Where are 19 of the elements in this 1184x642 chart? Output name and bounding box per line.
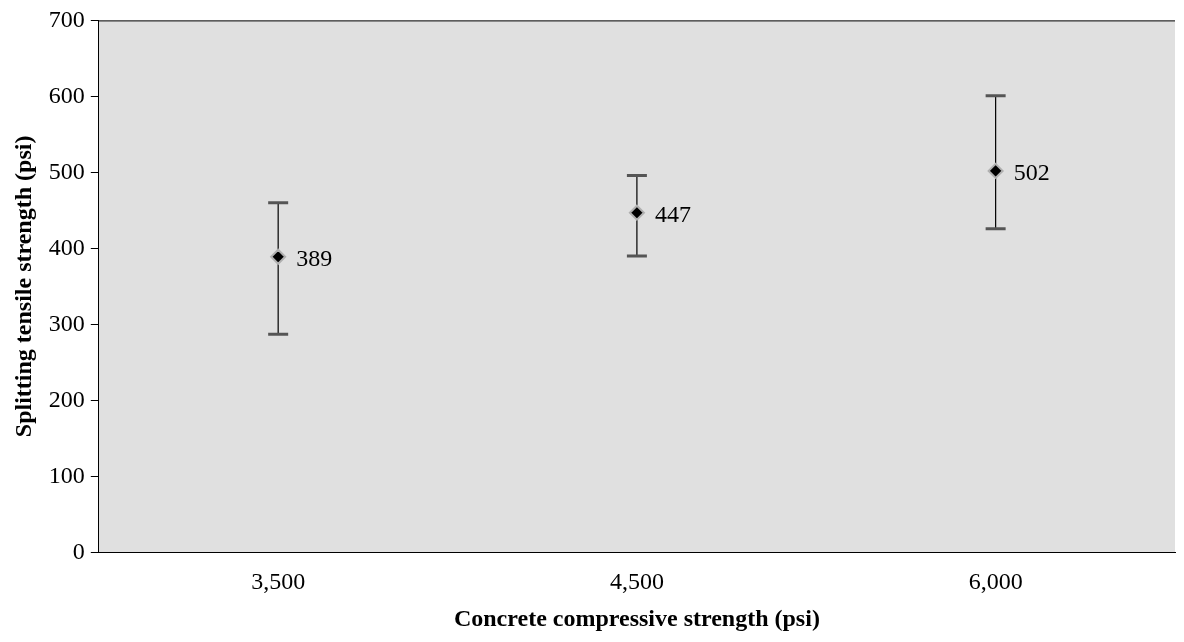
y-tick-label: 200 [48, 385, 85, 412]
x-tick-label: 6,000 [968, 568, 1023, 595]
data-label: 502 [1013, 159, 1050, 186]
data-label: 447 [654, 200, 691, 227]
y-tick-label: 600 [48, 81, 85, 108]
point [270, 248, 287, 265]
y-tick-label: 700 [48, 5, 85, 32]
y-tick-label: 400 [48, 233, 85, 260]
point [628, 204, 645, 221]
data-label: 389 [296, 245, 333, 272]
y-axis-title: Splitting tensile strength (psi) [9, 135, 36, 438]
y-tick-label: 500 [48, 157, 85, 184]
point [987, 162, 1004, 179]
y-tick-label: 100 [48, 461, 85, 488]
y-tick-label: 0 [72, 537, 85, 564]
x-tick-label: 4,500 [609, 568, 664, 595]
y-tick-label: 300 [48, 309, 85, 336]
x-tick-label: 3,500 [251, 568, 306, 595]
x-axis-title: Concrete compressive strength (psi) [453, 604, 820, 631]
